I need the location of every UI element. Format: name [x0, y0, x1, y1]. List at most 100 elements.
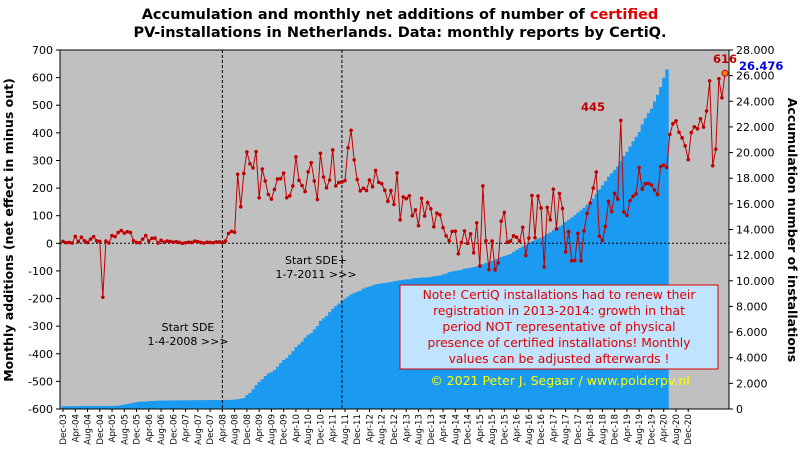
monthly-point: [113, 234, 117, 239]
accumulation-bar: [242, 398, 246, 409]
left-axis-tick-label: -600: [28, 403, 53, 416]
monthly-point: [125, 229, 130, 234]
x-axis-tick-label: Apr-08: [218, 414, 228, 442]
accumulation-bar: [248, 392, 252, 409]
monthly-point: [597, 234, 602, 238]
x-axis-tick-label: Dec-18: [611, 414, 621, 445]
accumulation-bar: [150, 400, 154, 409]
monthly-point: [511, 234, 516, 238]
monthly-point: [217, 240, 222, 244]
accumulation-bar: [331, 308, 335, 409]
accumulation-bar: [352, 292, 357, 409]
accumulation-bar: [358, 290, 363, 409]
monthly-point: [278, 176, 283, 181]
monthly-point: [137, 240, 142, 245]
x-axis-tick-label: Apr-06: [145, 414, 155, 442]
accumulation-bar: [355, 291, 360, 409]
x-axis-tick-label: Apr-16: [513, 414, 523, 442]
x-axis: Dec-03 Apr-04 Aug-04 Dec-04 Apr-05 Aug-05 Dec-…: [59, 409, 694, 445]
accumulation-bar: [199, 400, 203, 409]
accumulation-bar: [138, 401, 142, 409]
accumulation-bar: [279, 363, 283, 409]
x-axis-tick-label: Apr-12: [365, 414, 375, 442]
monthly-point: [67, 240, 71, 245]
accumulation-bar: [371, 285, 375, 409]
monthly-point: [171, 240, 176, 244]
monthly-point: [398, 218, 402, 222]
monthly-point: [643, 181, 648, 186]
right-axis-label: Accumulation number of installations: [785, 98, 800, 363]
accumulation-bar: [389, 281, 393, 409]
accumulation-bar: [257, 381, 262, 409]
left-axis-tick-label: -300: [28, 320, 53, 333]
chart-title-line2: PV-installations in Netherlands. Data: m…: [133, 25, 666, 41]
x-axis-tick-label: Apr-07: [182, 414, 192, 442]
monthly-point: [333, 184, 338, 188]
accumulation-bar: [174, 400, 179, 409]
monthly-point: [364, 188, 369, 193]
monthly-point: [655, 192, 660, 197]
x-axis-tick-label: Dec-06: [169, 414, 179, 445]
monthly-point: [478, 264, 482, 268]
data-label-445: 445: [581, 100, 605, 114]
monthly-point: [407, 194, 412, 198]
accumulation-bar: [122, 404, 127, 409]
x-axis-tick-label: Aug-18: [598, 414, 608, 445]
monthly-point: [392, 202, 396, 207]
left-axis-tick-label: -200: [28, 293, 53, 306]
data-label-26476: 26.476: [739, 59, 783, 73]
x-axis-tick-label: Dec-09: [280, 414, 290, 445]
x-axis-tick-label: Apr-10: [292, 414, 302, 442]
monthly-point: [272, 187, 277, 192]
monthly-point: [456, 252, 461, 256]
monthly-point: [229, 229, 234, 234]
monthly-point: [291, 184, 295, 188]
monthly-point: [294, 155, 298, 159]
accumulation-bar: [239, 398, 243, 409]
accumulation-bar: [107, 405, 111, 409]
monthly-point: [134, 240, 139, 245]
monthly-point: [340, 180, 344, 184]
accumulation-bar: [171, 400, 176, 409]
accumulation-bar: [159, 400, 163, 409]
accumulation-bar: [282, 360, 286, 409]
monthly-point: [180, 241, 185, 246]
monthly-point: [168, 239, 173, 244]
x-axis-tick-label: Aug-08: [231, 414, 241, 445]
accumulation-bar: [349, 294, 354, 409]
accumulation-bar: [300, 341, 304, 409]
monthly-point: [232, 230, 237, 235]
x-axis-tick-label: Dec-03: [59, 414, 69, 445]
left-axis-tick-label: -100: [28, 265, 53, 278]
monthly-point: [373, 168, 378, 173]
monthly-point: [462, 229, 467, 233]
monthly-point: [484, 239, 488, 243]
monthly-point: [717, 76, 721, 81]
monthly-point: [79, 235, 84, 240]
accumulation-bar: [328, 312, 332, 409]
monthly-point: [153, 236, 157, 240]
monthly-point: [545, 205, 550, 210]
accumulation-bar: [303, 337, 308, 409]
note-line: registration in 2013-2014: growth in tha…: [433, 304, 685, 318]
monthly-point: [266, 192, 271, 197]
monthly-point: [97, 239, 102, 244]
last-point-marker: [721, 69, 729, 77]
accumulation-bar: [193, 400, 197, 409]
monthly-point: [367, 178, 372, 182]
accumulation-bar: [318, 320, 323, 409]
monthly-point: [612, 191, 617, 196]
monthly-point: [646, 181, 651, 186]
right-axis-tick-label: 2.000: [736, 377, 768, 390]
monthly-point: [661, 163, 666, 167]
monthly-point: [315, 197, 320, 202]
monthly-point: [606, 199, 611, 204]
x-axis-tick-label: Aug-13: [415, 414, 425, 445]
monthly-point: [337, 180, 341, 185]
monthly-point: [140, 237, 145, 241]
accumulation-bar: [156, 400, 160, 409]
accumulation-bar: [98, 405, 102, 409]
x-axis-tick-label: Dec-13: [427, 414, 437, 445]
monthly-point: [428, 206, 433, 211]
